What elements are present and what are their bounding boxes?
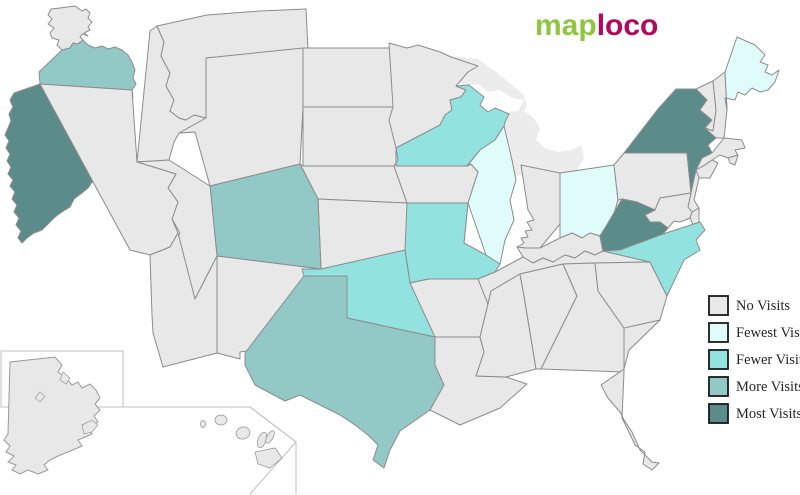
svg-text:More Visits: More Visits: [736, 379, 800, 395]
svg-text:No Visits: No Visits: [736, 298, 790, 314]
svg-text:maploco: maploco: [535, 9, 658, 42]
svg-text:Fewer Visits: Fewer Visits: [736, 352, 800, 368]
svg-text:Most Visits: Most Visits: [736, 406, 800, 422]
svg-text:Fewest Visits: Fewest Visits: [736, 325, 800, 341]
